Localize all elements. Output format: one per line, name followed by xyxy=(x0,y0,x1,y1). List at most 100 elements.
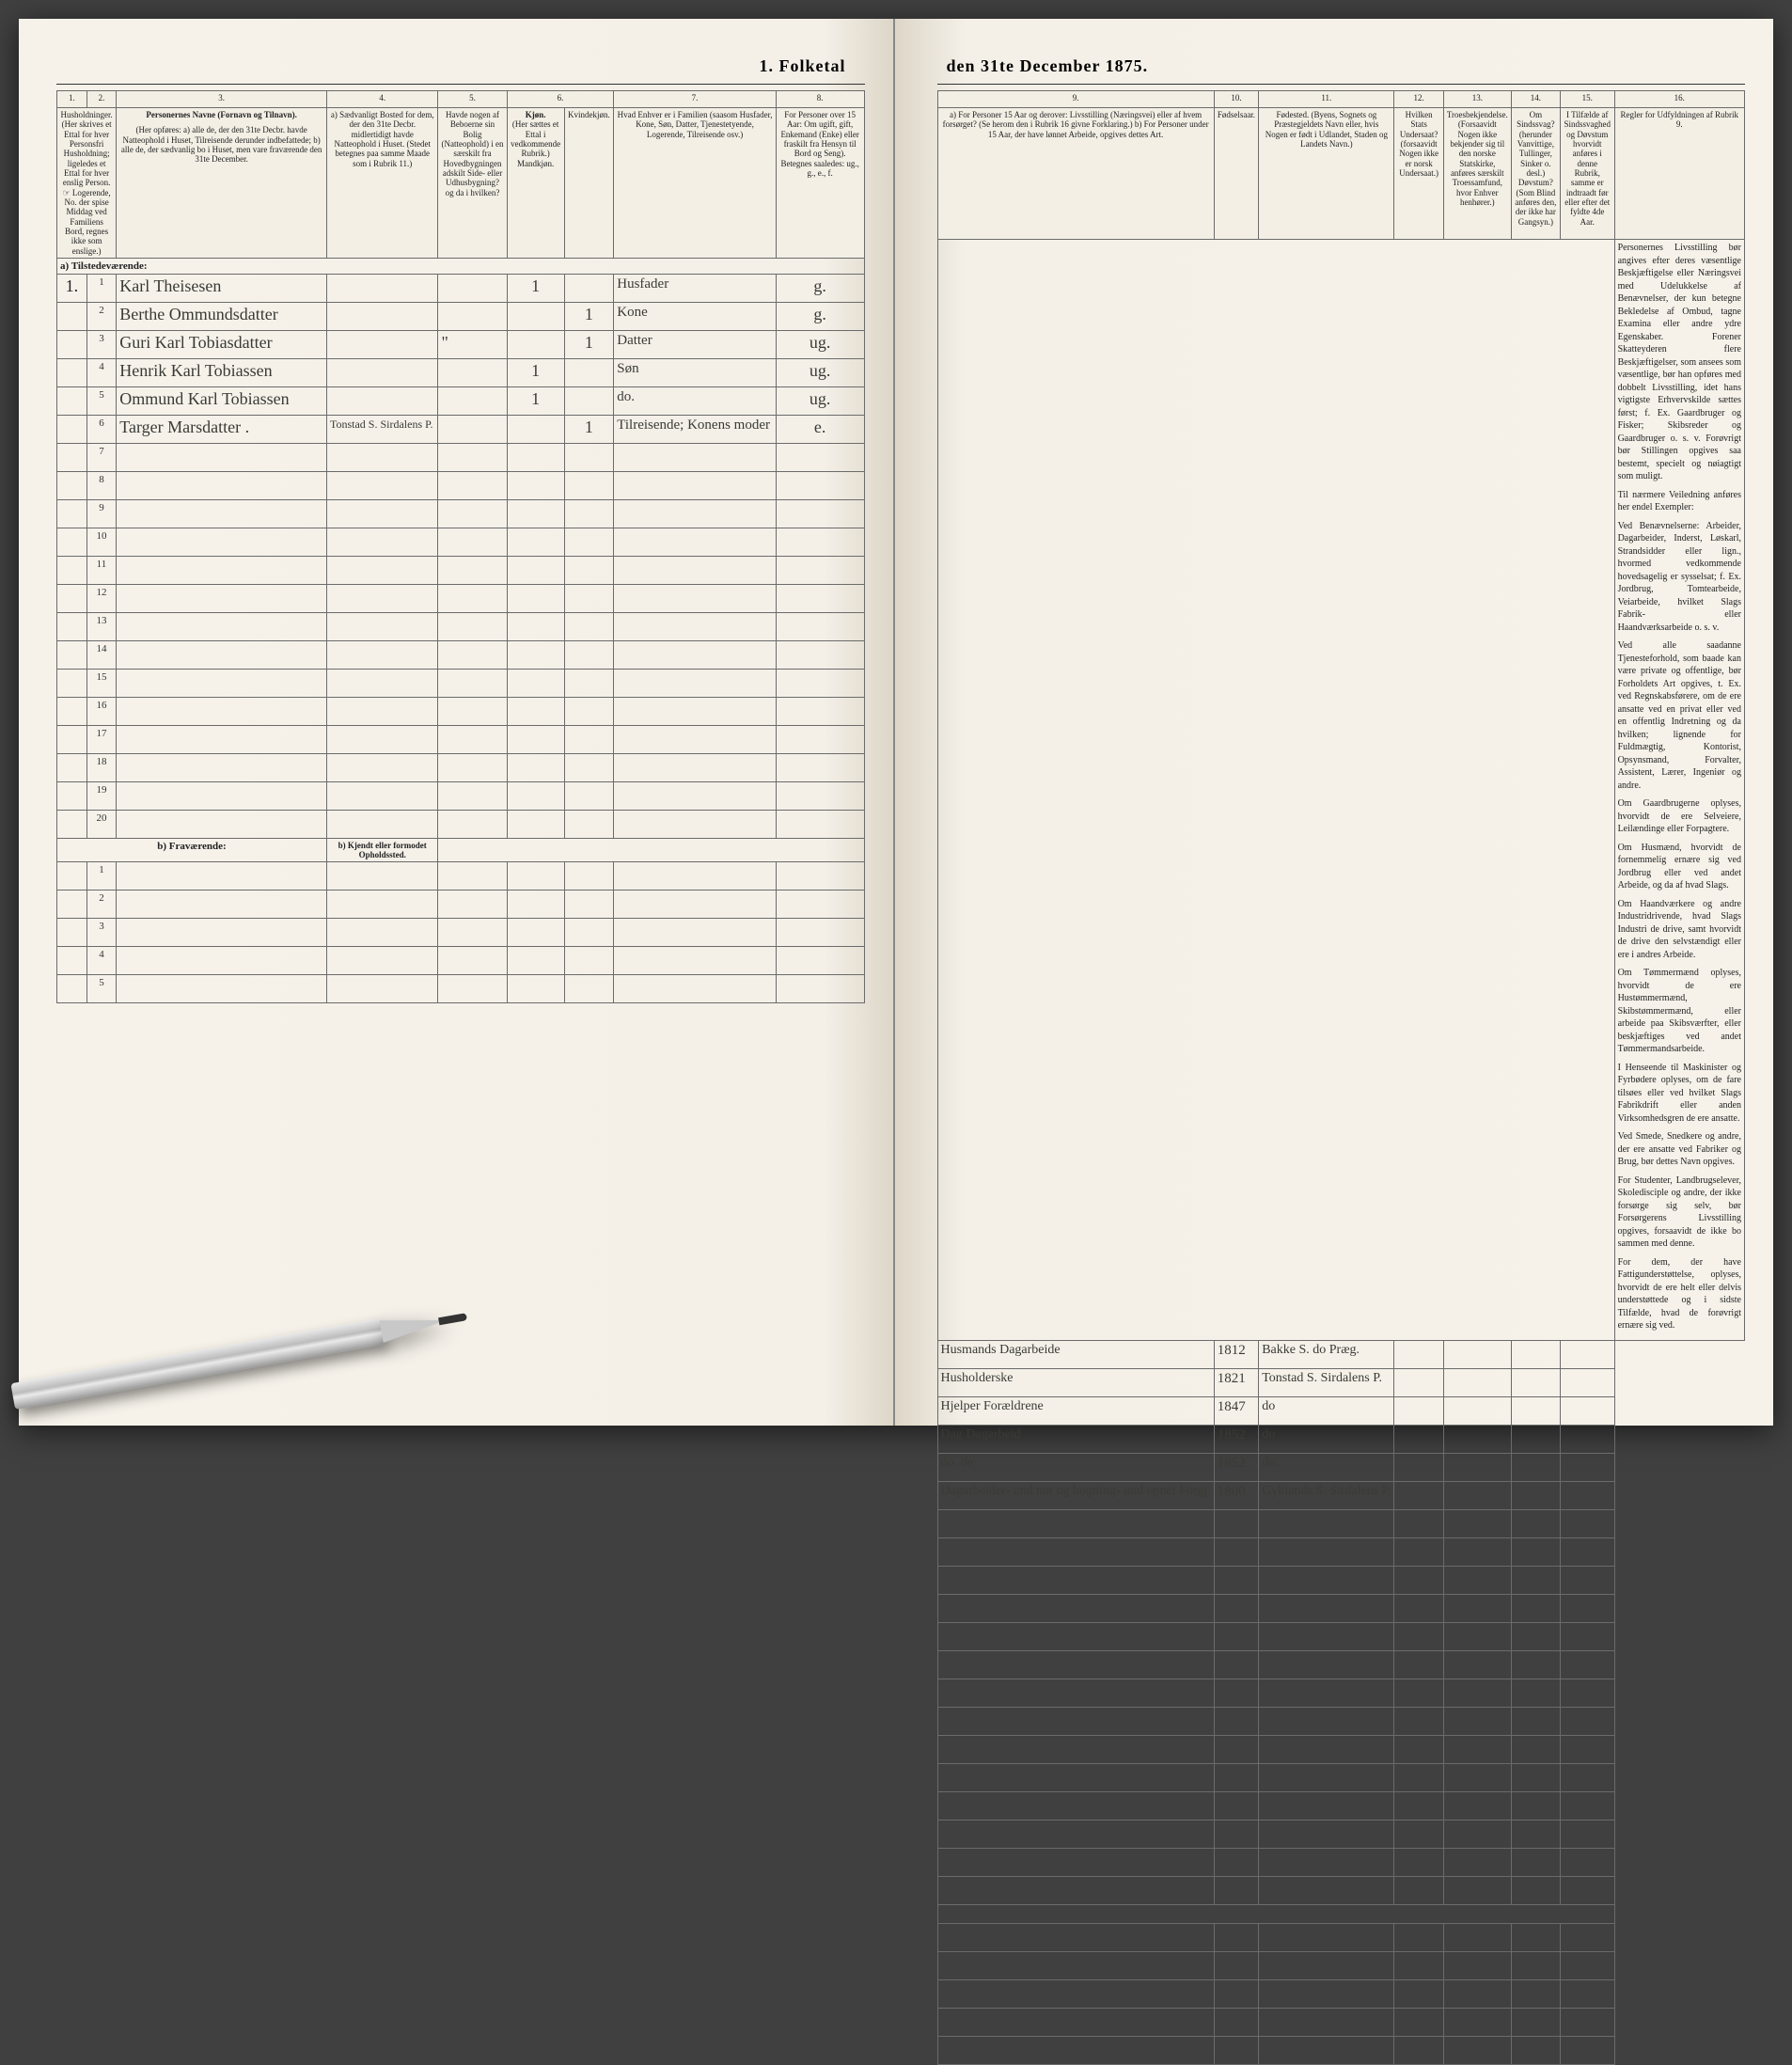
usual-residence xyxy=(326,331,437,359)
empty-row: 8 xyxy=(57,472,865,500)
household-num xyxy=(57,416,87,444)
census-table-right: 9. 10. 11. 12. 13. 14. 15. 16. a) For Pe… xyxy=(937,90,1746,2065)
sex-female: 1 xyxy=(564,331,614,359)
nationality xyxy=(1394,1368,1443,1396)
empty-row: 18 xyxy=(57,754,865,782)
usual-residence xyxy=(326,387,437,416)
empty-row: 7 xyxy=(57,444,865,472)
birthplace: do xyxy=(1259,1425,1394,1453)
rules-paragraph: Om Gaardbrugerne oplyses, hvorvidt de er… xyxy=(1618,797,1741,836)
person-name: Guri Karl Tobiasdatter xyxy=(117,331,327,359)
rules-paragraph: Om Haandværkere og andre Industridrivend… xyxy=(1618,898,1741,962)
entry-row: Dag Dagarbeid1852do xyxy=(937,1425,1745,1453)
empty-row xyxy=(937,1763,1745,1791)
usual-residence xyxy=(326,303,437,331)
empty-row xyxy=(937,1707,1745,1735)
header-c11: Fødested. (Byens, Sognets og Præstegjeld… xyxy=(1259,108,1394,240)
header-c13: Troesbekjendelse. (Forsaavidt Nogen ikke… xyxy=(1443,108,1511,240)
entry-row: Hjelper Forældrene1847do xyxy=(937,1396,1745,1425)
empty-row: 1 xyxy=(57,862,865,891)
occupation: do. do xyxy=(937,1453,1214,1481)
entry-row: 6Targer Marsdatter .Tonstad S. Sirdalens… xyxy=(57,416,865,444)
page-title-right: den 31te December 1875. xyxy=(937,56,1746,76)
header-c1: Husholdninger. (Her skrives et Ettal for… xyxy=(57,108,117,259)
empty-row: 5 xyxy=(57,975,865,1003)
occupation: Dag Dagarbeid xyxy=(937,1425,1214,1453)
household-num: 1. xyxy=(57,275,87,303)
occupation: Dagarbeider- und not ug hogning- und opn… xyxy=(937,1481,1214,1509)
header-row: a) For Personer 15 Aar og derover: Livss… xyxy=(937,108,1745,240)
colnum: 8. xyxy=(776,91,864,108)
header-c9: a) For Personer 15 Aar og derover: Livss… xyxy=(937,108,1214,240)
header-c10: Fødselsaar. xyxy=(1214,108,1258,240)
nationality xyxy=(1394,1453,1443,1481)
birthplace: do xyxy=(1259,1396,1394,1425)
rules-paragraph: For dem, der have Fattigunderstøttelse, … xyxy=(1618,1256,1741,1332)
outbuilding xyxy=(438,275,507,303)
birthplace: Bakke S. do Præg. xyxy=(1259,1340,1394,1368)
entry-row: 5Ommund Karl Tobiassen1do.ug. xyxy=(57,387,865,416)
empty-row: 4 xyxy=(57,947,865,975)
header-c16: Regler for Udfyldningen af Rubrik 9. xyxy=(1614,108,1744,240)
empty-row xyxy=(937,1650,1745,1679)
empty-row xyxy=(937,1791,1745,1820)
usual-residence xyxy=(326,359,437,387)
header-c3-title: Personernes Navne (Fornavn og Tilnavn). xyxy=(119,110,323,119)
entry-row: 3Guri Karl Tobiasdatter"1Datterug. xyxy=(57,331,865,359)
family-relation: Søn xyxy=(614,359,777,387)
nationality xyxy=(1394,1340,1443,1368)
religion xyxy=(1443,1368,1511,1396)
empty-row xyxy=(937,1622,1745,1650)
household-num xyxy=(57,303,87,331)
empty-row xyxy=(937,2036,1745,2064)
outbuilding xyxy=(438,416,507,444)
family-relation: Kone xyxy=(614,303,777,331)
empty-row xyxy=(937,1951,1745,1979)
rules-paragraph: Til nærmere Veiledning anføres her endel… xyxy=(1618,489,1741,514)
census-table-left: 1. 2. 3. 4. 5. 6. 7. 8. Husholdninger. (… xyxy=(56,90,865,1003)
colnum: 6. xyxy=(507,91,614,108)
sex-male: 1 xyxy=(507,387,564,416)
header-c8: For Personer over 15 Aar: Om ugift, gift… xyxy=(776,108,864,259)
header-c6a: (Her sættes et Ettal i vedkommende Rubri… xyxy=(511,119,561,168)
religion xyxy=(1443,1481,1511,1509)
empty-row xyxy=(937,1820,1745,1848)
rules-paragraph: I Henseende til Maskinister og Fyrbødere… xyxy=(1618,1062,1741,1126)
person-num: 1 xyxy=(86,275,117,303)
section-a-label: a) Tilstedeværende: xyxy=(57,259,865,275)
pen-overlay xyxy=(8,1280,500,1429)
disability-age xyxy=(1560,1453,1614,1481)
empty-row xyxy=(937,2008,1745,2036)
household-num xyxy=(57,359,87,387)
disability xyxy=(1511,1481,1560,1509)
birth-year: 1847 xyxy=(1214,1396,1258,1425)
sex-male xyxy=(507,303,564,331)
disability xyxy=(1511,1340,1560,1368)
civil-status: ug. xyxy=(776,387,864,416)
person-num: 2 xyxy=(86,303,117,331)
birth-year: 1812 xyxy=(1214,1340,1258,1368)
outbuilding xyxy=(438,303,507,331)
empty-row: 13 xyxy=(57,613,865,641)
empty-row: 19 xyxy=(57,782,865,811)
birthplace: Gyklands S. Sirdalens P. xyxy=(1259,1481,1394,1509)
section-b-label: b) Fraværende: xyxy=(57,839,327,862)
empty-row: 15 xyxy=(57,670,865,698)
outbuilding: " xyxy=(438,331,507,359)
nationality xyxy=(1394,1425,1443,1453)
colnum: 4. xyxy=(326,91,437,108)
colnum: 14. xyxy=(1511,91,1560,108)
sex-male: 1 xyxy=(507,275,564,303)
rules-paragraph: For Studenter, Landbrugselever, Skoledis… xyxy=(1618,1174,1741,1251)
entry-row: 2Berthe Ommundsdatter1Koneg. xyxy=(57,303,865,331)
header-c7: Hvad Enhver er i Familien (saasom Husfad… xyxy=(614,108,777,259)
birth-year: 1800 xyxy=(1214,1481,1258,1509)
col6-label: Kjøn. xyxy=(511,110,561,119)
person-num: 6 xyxy=(86,416,117,444)
rules-paragraph: Om Tømmermænd oplyses, hvorvidt de ere H… xyxy=(1618,967,1741,1056)
civil-status: e. xyxy=(776,416,864,444)
entry-row: 1.1Karl Theisesen1Husfaderg. xyxy=(57,275,865,303)
family-relation: Husfader xyxy=(614,275,777,303)
colnum: 3. xyxy=(117,91,327,108)
empty-row xyxy=(937,1848,1745,1876)
